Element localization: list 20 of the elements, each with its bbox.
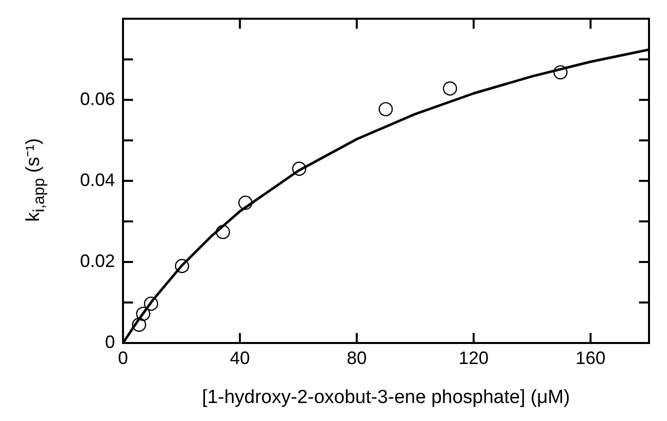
point [136,306,150,321]
x-tick-label: 0 [118,348,128,368]
point [132,318,146,332]
x-tick-label: 40 [230,348,250,368]
point [216,224,230,240]
x-tick-label: 120 [458,348,489,368]
point [238,196,253,210]
point [442,81,458,96]
x-tick-label: 160 [576,348,606,368]
point [553,65,568,80]
point [144,296,158,311]
point [174,258,190,274]
point [292,162,306,176]
x-axis-title: [1-hydroxy-2-oxobut-3-ene phosphate] (μM) [202,387,570,409]
y-tick-label: 0.04 [80,170,115,190]
point [378,102,393,116]
y-tick-label: 0.02 [80,250,115,271]
x-tick-label: 80 [346,348,367,368]
y-tick-label: 0.06 [80,88,115,109]
y-tick-label: 0 [104,332,115,352]
